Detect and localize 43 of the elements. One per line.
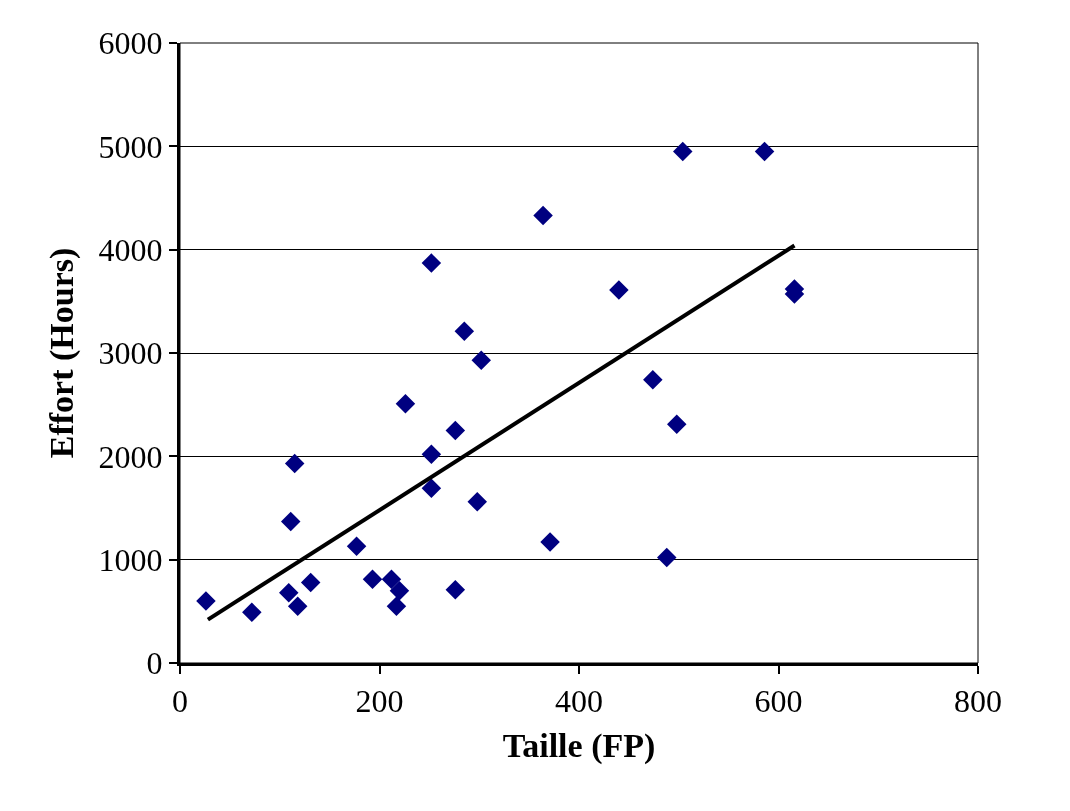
y-tick-label: 3000 [98, 335, 163, 372]
y-axis-title: Effort (Hours) [43, 247, 82, 459]
point [395, 393, 416, 414]
point [278, 582, 299, 603]
point [667, 414, 687, 435]
y-tick-label: 2000 [98, 438, 163, 475]
x-axis-title: Taille (FP) [502, 726, 656, 765]
y-tick-label: 0 [146, 645, 163, 682]
y-tick-label: 6000 [98, 25, 163, 62]
point [657, 547, 677, 568]
x-tick-label: 800 [954, 683, 1002, 720]
point [381, 569, 402, 590]
x-tick-label: 600 [754, 683, 803, 720]
point [609, 280, 629, 300]
point [421, 478, 442, 499]
y-tick-label: 1000 [98, 541, 163, 578]
point [421, 444, 442, 465]
y-tick-label: 4000 [98, 231, 163, 268]
point [467, 492, 488, 512]
point [300, 572, 321, 593]
point [643, 370, 663, 390]
point [754, 141, 775, 162]
point [386, 596, 407, 616]
point [287, 596, 308, 616]
point [421, 253, 442, 273]
point [346, 536, 367, 556]
point [445, 420, 466, 441]
point [280, 511, 301, 532]
x-tick-label: 200 [355, 683, 404, 720]
y-tick-label: 5000 [98, 128, 163, 165]
point [540, 532, 560, 552]
point [471, 350, 491, 370]
x-tick-label: 400 [555, 683, 603, 720]
x-tick-label: 0 [172, 683, 188, 720]
point [533, 205, 553, 226]
point [454, 321, 475, 342]
point [672, 141, 693, 162]
point [362, 569, 383, 590]
point [242, 602, 262, 623]
point [445, 579, 466, 600]
point [196, 591, 216, 611]
point [389, 580, 410, 601]
point [284, 453, 305, 474]
